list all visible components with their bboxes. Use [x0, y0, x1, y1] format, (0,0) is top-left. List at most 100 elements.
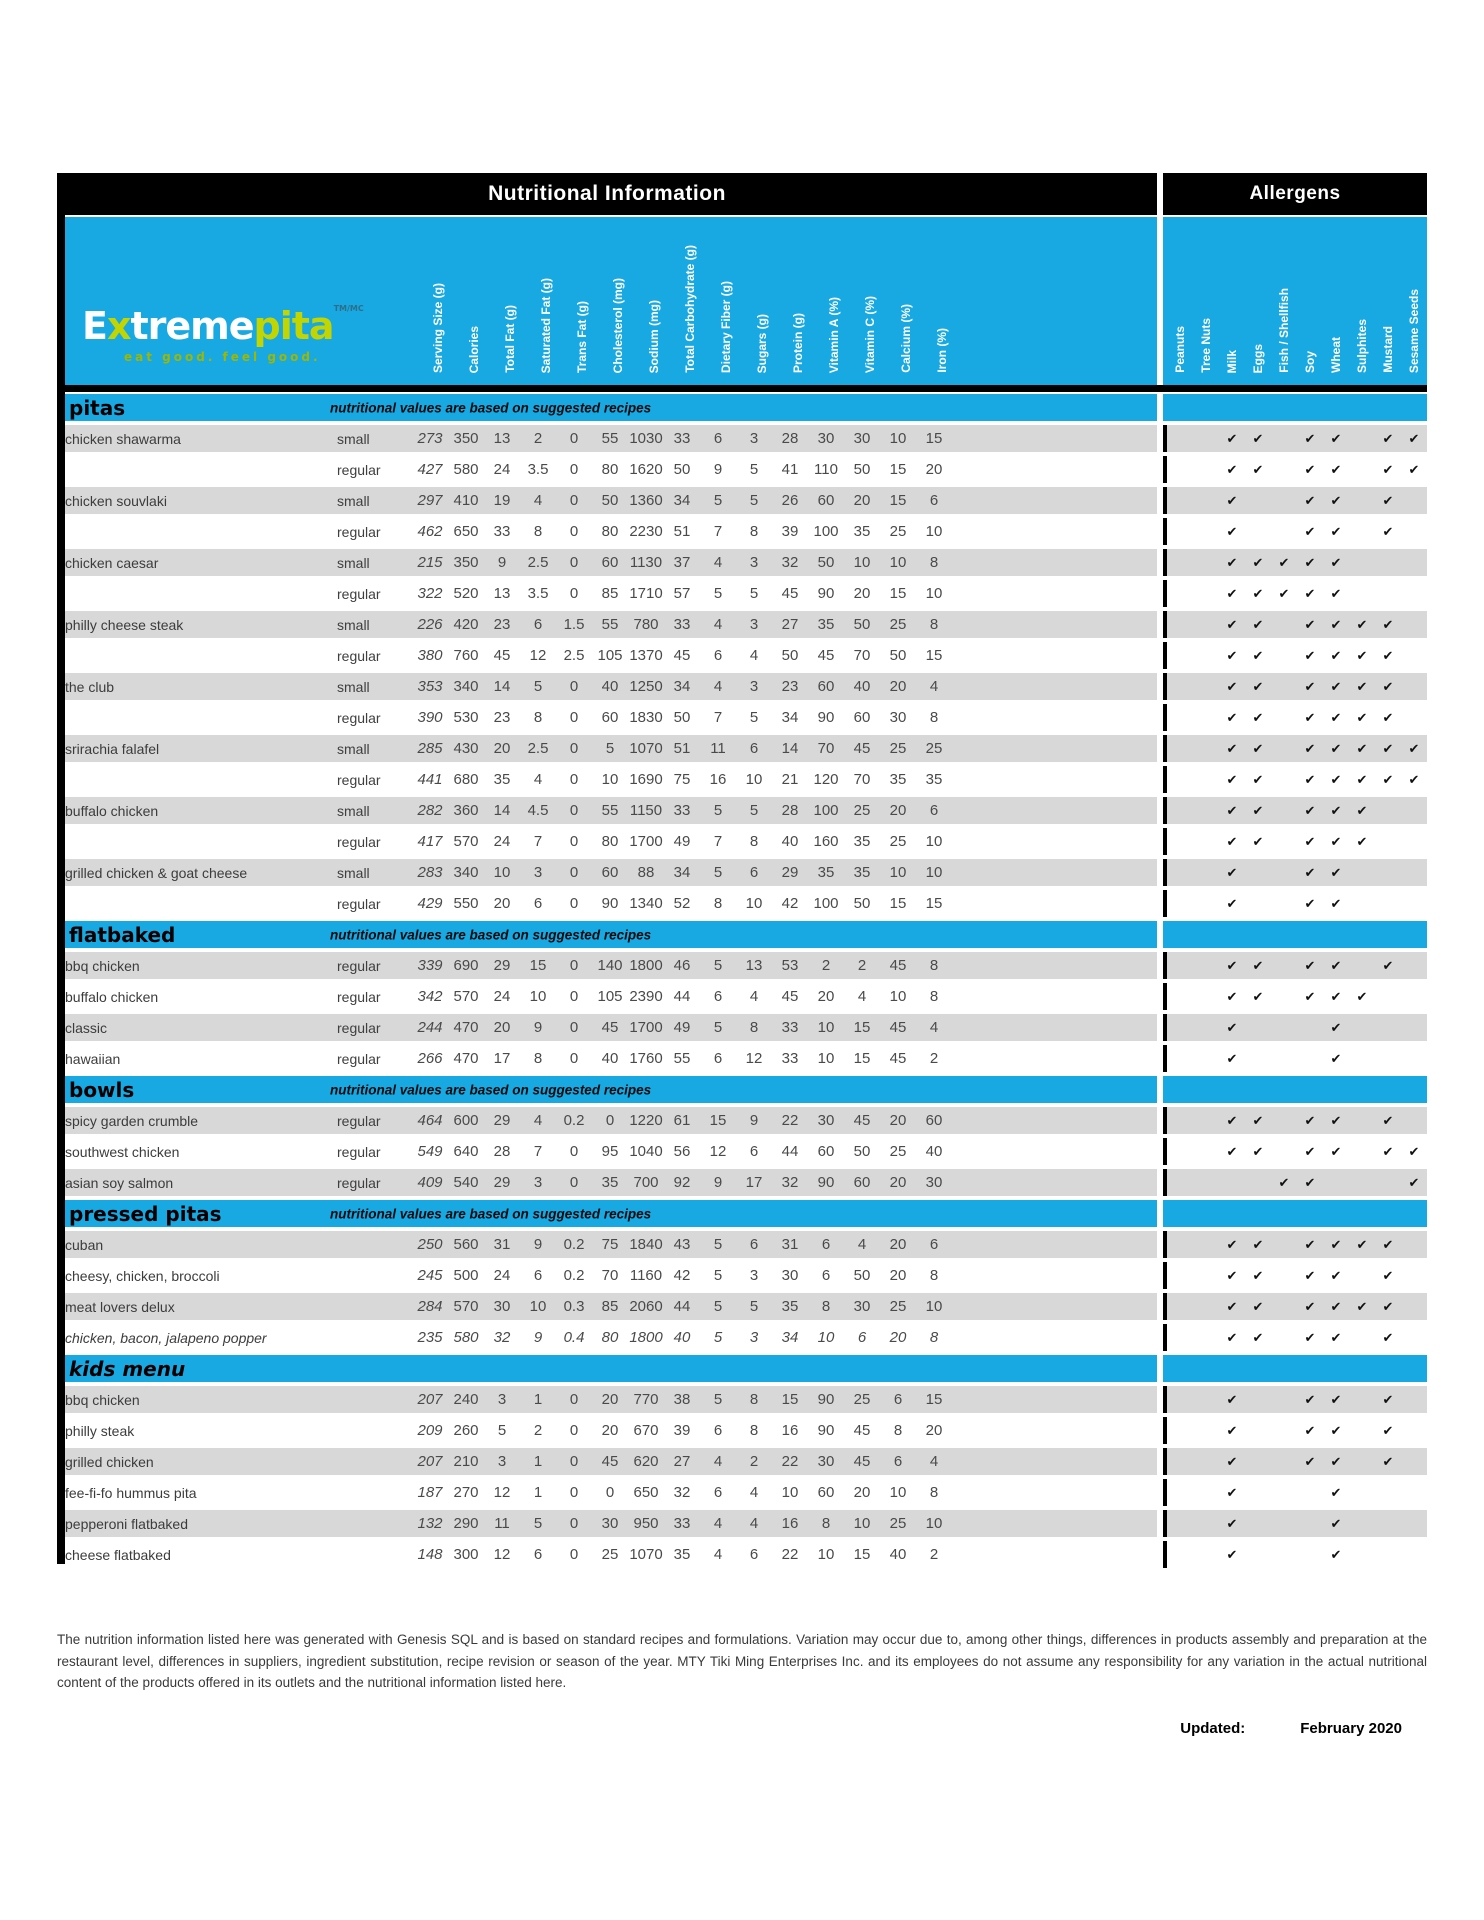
value-dietary-fiber-g: 5 [713, 1391, 723, 1408]
row-allergen-checks: ✔ ✔ [1163, 1479, 1427, 1506]
check-icon-eggs: ✔ [1252, 1237, 1264, 1252]
value-sugars-g: 8 [749, 1391, 759, 1408]
check-icon-milk: ✔ [1226, 772, 1238, 787]
check-icon-milk: ✔ [1226, 1423, 1238, 1438]
value-saturated-fat-g: 9 [533, 1236, 543, 1253]
value-dietary-fiber-g: 7 [713, 709, 723, 726]
value-vitamin-a: 2 [821, 957, 831, 974]
row-allergen-checks: ✔ ✔ ✔ ✔ ✔ ✔ ✔ [1163, 766, 1427, 793]
value-dietary-fiber-g: 4 [713, 554, 723, 571]
menu-item-row-classic: classic regular 244 470 20 9 0 45 1700 49 5 8 33 10 15… [57, 1014, 1427, 1041]
value-calcium: 25 [889, 523, 907, 540]
value-vitamin-c: 70 [853, 771, 871, 788]
item-name: spicy garden crumble [65, 1112, 199, 1129]
value-calcium: 15 [889, 492, 907, 509]
check-icon-wheat: ✔ [1330, 1144, 1342, 1159]
check-icon-wheat: ✔ [1330, 1020, 1342, 1035]
value-trans-fat-g: 0.2 [563, 1112, 585, 1129]
value-cholesterol-mg: 30 [601, 1515, 619, 1532]
allergen-label-tree-nuts: Tree Nuts [1199, 318, 1213, 373]
value-dietary-fiber-g: 6 [713, 988, 723, 1005]
value-saturated-fat-g: 4 [533, 492, 543, 509]
value-iron: 10 [925, 585, 943, 602]
value-protein-g: 33 [781, 1019, 799, 1036]
value-serving-size-g: 215 [417, 554, 443, 571]
value-trans-fat-g: 0 [569, 492, 579, 509]
value-iron: 20 [925, 461, 943, 478]
row-allergen-checks: ✔ ✔ ✔ ✔ ✔ ✔ ✔ [1163, 735, 1427, 762]
value-serving-size-g: 207 [417, 1391, 443, 1408]
value-sodium-mg: 1030 [629, 430, 663, 447]
value-protein-g: 29 [781, 864, 799, 881]
check-icon-sulphites: ✔ [1356, 617, 1368, 632]
column-label-cell: Trans Fat (g) [564, 301, 600, 373]
check-icon-milk: ✔ [1226, 431, 1238, 446]
value-serving-size-g: 250 [417, 1236, 443, 1253]
updated-label: Updated: [1180, 1719, 1246, 1737]
value-saturated-fat-g: 9 [533, 1329, 543, 1346]
value-vitamin-c: 4 [857, 1236, 867, 1253]
value-vitamin-a: 8 [821, 1515, 831, 1532]
value-saturated-fat-g: 8 [533, 709, 543, 726]
value-serving-size-g: 132 [417, 1515, 443, 1532]
value-total-fat-g: 3 [497, 1453, 507, 1470]
value-vitamin-c: 4 [857, 988, 867, 1005]
value-total-carbohydrate-g: 50 [673, 461, 691, 478]
value-sodium-mg: 1620 [629, 461, 663, 478]
value-trans-fat-g: 0 [569, 430, 579, 447]
nutrition-sheet: Nutritional Information Allergens Extrem… [57, 173, 1427, 1737]
check-icon-soy: ✔ [1304, 462, 1316, 477]
value-protein-g: 22 [781, 1546, 799, 1563]
check-icon-sesame-seeds: ✔ [1408, 431, 1420, 446]
value-serving-size-g: 297 [417, 492, 443, 509]
value-vitamin-a: 50 [817, 554, 835, 571]
value-total-fat-g: 45 [493, 647, 511, 664]
section-header-left: kids menu [57, 1355, 1157, 1382]
value-sodium-mg: 670 [633, 1422, 659, 1439]
value-total-carbohydrate-g: 61 [673, 1112, 691, 1129]
value-iron: 10 [925, 1298, 943, 1315]
value-calcium: 10 [889, 988, 907, 1005]
allergens-column-header: Peanuts Tree Nuts Milk Eggs Fish / Shellfish… [1163, 217, 1427, 385]
value-total-fat-g: 29 [493, 1174, 511, 1191]
check-icon-milk: ✔ [1226, 1237, 1238, 1252]
check-icon-soy: ✔ [1304, 989, 1316, 1004]
column-label-dietary-fiber-g: Dietary Fiber (g) [719, 280, 733, 373]
item-size: small [337, 802, 370, 819]
value-calcium: 45 [889, 957, 907, 974]
row-allergen-checks: ✔ ✔ ✔ ✔ [1163, 1417, 1427, 1444]
section-note: nutritional values are based on suggeste… [330, 927, 652, 942]
check-icon-wheat: ✔ [1330, 1051, 1342, 1066]
check-icon-eggs: ✔ [1252, 741, 1264, 756]
row-nutrition-values: regular 417 570 24 7 0 80 1700 49 7 8 40 160 35 25 10 [57, 828, 1157, 855]
value-vitamin-c: 50 [853, 1267, 871, 1284]
value-vitamin-a: 35 [817, 616, 835, 633]
value-vitamin-c: 15 [853, 1546, 871, 1563]
value-dietary-fiber-g: 5 [713, 802, 723, 819]
value-total-fat-g: 20 [493, 895, 511, 912]
value-saturated-fat-g: 2 [533, 1422, 543, 1439]
value-calories: 340 [453, 864, 479, 881]
value-vitamin-a: 90 [817, 709, 835, 726]
value-sodium-mg: 1220 [629, 1112, 663, 1129]
value-protein-g: 10 [781, 1484, 799, 1501]
value-total-carbohydrate-g: 52 [673, 895, 691, 912]
check-icon-milk: ✔ [1226, 1144, 1238, 1159]
value-sugars-g: 6 [749, 1546, 759, 1563]
check-icon-wheat: ✔ [1330, 1423, 1342, 1438]
value-sodium-mg: 950 [633, 1515, 659, 1532]
item-size: regular [337, 1112, 381, 1129]
value-protein-g: 14 [781, 740, 799, 757]
column-label-sugars-g: Sugars (g) [755, 313, 769, 373]
row-nutrition-values: cheesy, chicken, broccoli 245 500 24 6 0.2 70 1… [57, 1262, 1157, 1289]
value-calcium: 25 [889, 740, 907, 757]
check-icon-fish-shellfish: ✔ [1278, 586, 1290, 601]
brand-wordmark: ExtremepitaTM/MC [82, 305, 364, 346]
row-allergen-checks: ✔ ✔ ✔ [1163, 859, 1427, 886]
value-sodium-mg: 1830 [629, 709, 663, 726]
value-sugars-g: 3 [749, 616, 759, 633]
value-cholesterol-mg: 50 [601, 492, 619, 509]
allergen-label-cell: Mustard [1375, 326, 1401, 373]
value-dietary-fiber-g: 5 [713, 1019, 723, 1036]
value-iron: 15 [925, 1391, 943, 1408]
